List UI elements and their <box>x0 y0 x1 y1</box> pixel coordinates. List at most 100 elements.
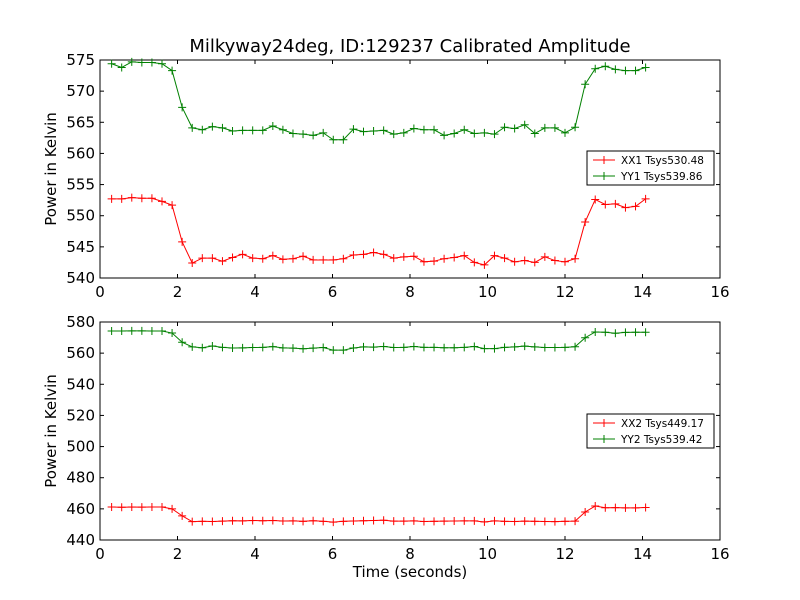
x-tick-label: 12 <box>555 545 574 563</box>
data-point-marker <box>168 201 177 210</box>
data-point-marker <box>218 517 227 526</box>
data-point-marker <box>198 254 207 263</box>
y-tick-label: 520 <box>66 406 95 424</box>
data-point-marker <box>510 517 519 526</box>
data-point-marker <box>147 327 156 336</box>
data-point-marker <box>621 66 630 75</box>
data-point-marker <box>530 517 539 526</box>
data-point-marker <box>460 516 469 525</box>
x-tick-label: 2 <box>173 283 183 301</box>
data-point-marker <box>228 127 237 136</box>
legend-box <box>586 150 715 186</box>
data-point-marker <box>591 64 600 73</box>
data-point-marker <box>470 258 479 267</box>
data-point-marker <box>319 128 328 137</box>
data-point-marker <box>137 503 146 512</box>
data-point-marker <box>278 517 287 526</box>
data-point-marker <box>158 327 166 336</box>
data-point-marker <box>450 517 459 526</box>
data-point-marker <box>248 126 257 135</box>
data-point-marker <box>561 343 569 352</box>
data-point-marker <box>339 254 348 263</box>
data-point-marker <box>440 517 449 526</box>
data-point-marker <box>500 123 509 132</box>
data-point-marker <box>389 254 398 263</box>
data-point-marker <box>278 343 287 352</box>
data-point-marker <box>127 193 136 202</box>
data-point-marker <box>379 516 388 525</box>
data-point-marker <box>258 254 267 263</box>
x-tick-label: 10 <box>478 283 497 301</box>
data-point-marker <box>430 517 439 526</box>
data-point-marker <box>359 250 368 259</box>
data-point-marker <box>581 507 590 516</box>
data-point-marker <box>309 255 318 264</box>
data-point-marker <box>137 58 146 67</box>
legend-label: XX1 Tsys530.48 <box>621 155 704 167</box>
data-point-marker <box>460 125 469 134</box>
data-point-marker <box>641 63 650 72</box>
data-point-marker <box>419 257 428 266</box>
data-point-marker <box>571 254 580 263</box>
data-point-marker <box>349 250 358 259</box>
data-point-marker <box>339 517 348 526</box>
data-point-marker <box>399 517 408 526</box>
data-point-marker <box>550 123 559 132</box>
data-point-marker <box>299 130 308 139</box>
data-point-marker <box>611 503 620 512</box>
data-point-marker <box>490 344 499 353</box>
data-point-marker <box>117 63 126 72</box>
data-point-marker <box>288 129 297 138</box>
data-point-marker <box>480 260 489 269</box>
data-point-marker <box>480 128 489 137</box>
data-point-marker <box>520 517 529 526</box>
data-point-marker <box>178 237 187 246</box>
x-tick-label: 14 <box>633 545 652 563</box>
data-point-marker <box>198 343 207 352</box>
data-point-marker <box>591 327 600 336</box>
data-point-marker <box>147 194 156 203</box>
data-point-marker <box>470 516 479 525</box>
data-point-marker <box>581 333 590 342</box>
x-tick-label: 12 <box>555 283 574 301</box>
data-point-marker <box>409 252 418 261</box>
data-point-marker <box>500 517 509 526</box>
data-point-marker <box>520 120 529 129</box>
data-point-marker <box>550 517 559 526</box>
data-point-marker <box>399 252 408 261</box>
data-point-marker <box>359 516 368 525</box>
data-point-marker <box>309 131 318 140</box>
y-tick-label: 440 <box>66 531 95 549</box>
y-tick-label: 565 <box>66 113 95 131</box>
legend-marker <box>600 172 608 180</box>
y-axis-label: Power in Kelvin <box>42 374 60 488</box>
x-tick-label: 6 <box>328 283 338 301</box>
data-point-marker <box>178 338 187 347</box>
data-point-marker <box>299 252 308 261</box>
data-point-marker <box>319 343 328 352</box>
data-point-marker <box>379 250 388 259</box>
y-tick-label: 555 <box>66 176 95 194</box>
data-point-marker <box>510 257 519 266</box>
data-point-marker <box>137 326 146 335</box>
data-point-marker <box>278 125 287 134</box>
data-point-marker <box>218 257 227 266</box>
data-point-marker <box>641 503 650 512</box>
data-point-marker <box>309 516 318 525</box>
data-point-marker <box>389 343 398 352</box>
x-tick-label: 8 <box>405 545 415 563</box>
data-point-marker <box>208 517 217 526</box>
data-point-marker <box>520 342 529 351</box>
data-point-marker <box>571 342 580 351</box>
data-point-marker <box>299 517 308 526</box>
data-point-marker <box>399 343 408 352</box>
data-point-marker <box>188 123 197 132</box>
data-point-marker <box>238 343 247 352</box>
x-tick-label: 0 <box>95 545 105 563</box>
data-point-marker <box>450 343 459 352</box>
data-point-marker <box>248 516 257 525</box>
data-point-marker <box>450 253 459 262</box>
y-tick-label: 540 <box>66 269 95 287</box>
